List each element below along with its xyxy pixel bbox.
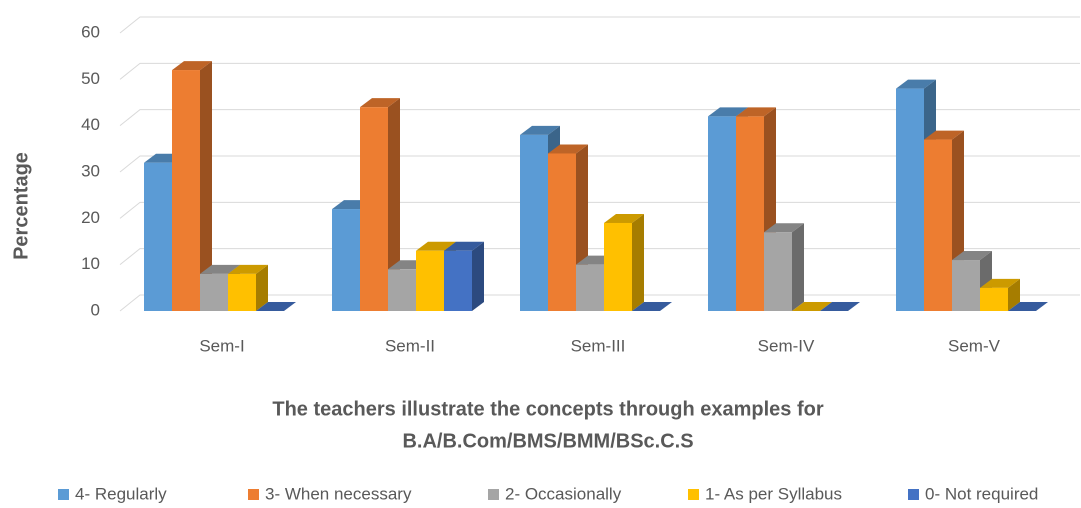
bar-side — [472, 241, 484, 311]
bar — [980, 287, 1008, 311]
legend-label: 1- As per Syllabus — [705, 484, 842, 503]
bar-top — [520, 125, 560, 135]
grid-line — [119, 16, 1080, 34]
bar — [952, 260, 980, 311]
bar-side — [388, 98, 400, 311]
bar-top — [708, 107, 748, 117]
y-tick-label: 40 — [81, 115, 100, 134]
bar-top — [980, 278, 1020, 288]
bar-top — [548, 144, 588, 154]
bar — [416, 250, 444, 311]
x-tick-label: Sem-II — [385, 336, 435, 355]
x-axis-title: B.A/B.Com/BMS/BMM/BSc.C.S — [402, 430, 693, 452]
legend-label: 3- When necessary — [265, 484, 412, 503]
bar — [144, 162, 172, 311]
bar-top — [924, 130, 964, 140]
bar-top — [632, 302, 672, 311]
bar-top — [792, 302, 832, 311]
bar-top — [360, 98, 400, 108]
bar — [444, 250, 472, 311]
bar-top — [604, 213, 644, 223]
bar — [228, 273, 256, 311]
legend-swatch — [58, 489, 69, 500]
bar — [332, 209, 360, 311]
x-axis-title: The teachers illustrate the concepts thr… — [272, 398, 823, 420]
legend-label: 4- Regularly — [75, 484, 167, 503]
bar-top — [820, 302, 860, 311]
legend-swatch — [688, 489, 699, 500]
bar — [736, 116, 764, 312]
bar — [520, 134, 548, 311]
bar-top — [172, 61, 212, 71]
bar-top — [444, 241, 484, 251]
x-tick-label: Sem-I — [199, 336, 244, 355]
x-tick-label: Sem-V — [948, 336, 1001, 355]
bar-top — [200, 264, 240, 274]
y-tick-label: 30 — [81, 161, 100, 180]
legend-swatch — [248, 489, 259, 500]
bar-top — [764, 223, 804, 233]
y-tick-label: 10 — [81, 254, 100, 273]
legend-swatch — [908, 489, 919, 500]
bar — [924, 139, 952, 311]
bar — [604, 222, 632, 311]
bar — [576, 264, 604, 311]
bar — [548, 153, 576, 311]
bar-side — [792, 223, 804, 311]
bar-top — [952, 251, 992, 261]
legend-label: 2- Occasionally — [505, 484, 622, 503]
bar — [708, 116, 736, 312]
legend-swatch — [488, 489, 499, 500]
bar — [172, 70, 200, 311]
bar — [200, 273, 228, 311]
x-tick-label: Sem-III — [571, 336, 626, 355]
bar-top — [896, 79, 936, 89]
bar-side — [1008, 278, 1020, 311]
bar-side — [632, 213, 644, 311]
bar-side — [256, 264, 268, 311]
y-axis-title: Percentage — [10, 152, 32, 260]
y-tick-label: 0 — [91, 300, 100, 319]
grid-line — [119, 62, 1080, 80]
bar-top — [736, 107, 776, 117]
bar-side — [200, 61, 212, 311]
bar-top — [228, 264, 268, 274]
bar — [764, 232, 792, 311]
y-tick-label: 20 — [81, 208, 100, 227]
x-tick-label: Sem-IV — [758, 336, 815, 355]
y-tick-label: 60 — [81, 22, 100, 41]
bar-top — [416, 241, 456, 251]
legend-label: 0- Not required — [925, 484, 1038, 503]
bar — [896, 88, 924, 311]
y-tick-label: 50 — [81, 69, 100, 88]
bar-top — [256, 302, 296, 311]
bar — [360, 107, 388, 311]
bar — [388, 269, 416, 311]
bar-top — [1008, 302, 1048, 311]
